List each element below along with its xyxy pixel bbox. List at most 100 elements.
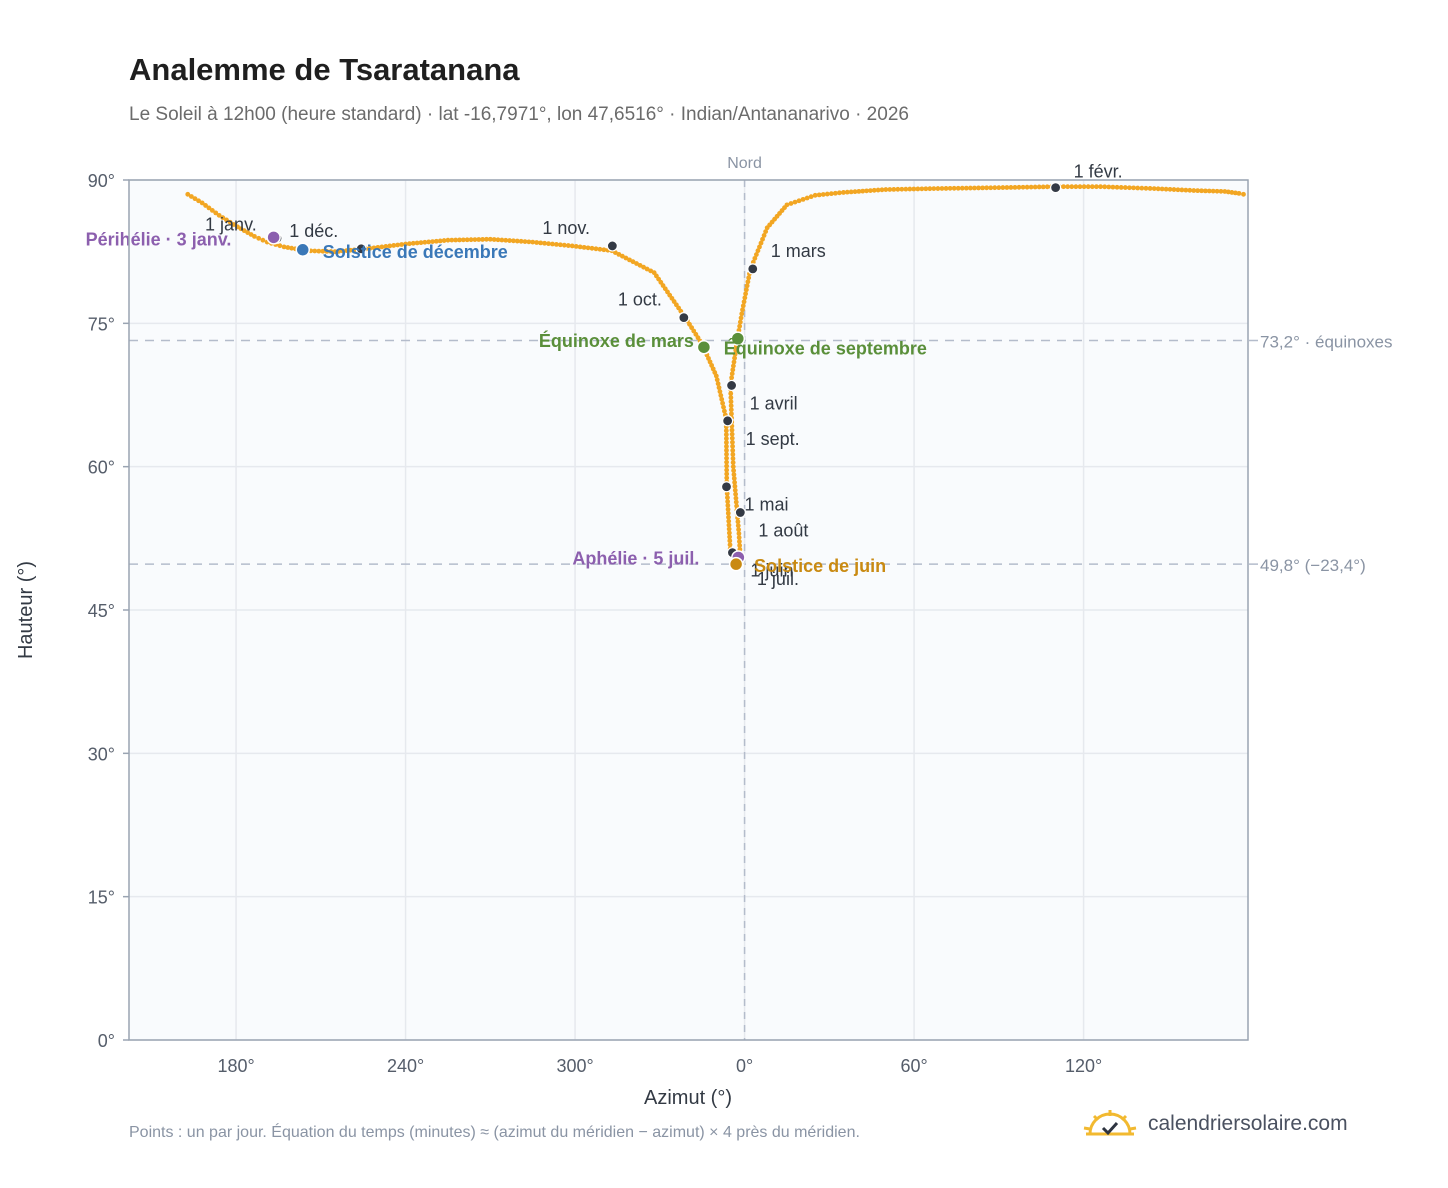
curve-dot [727, 534, 732, 540]
event-label: Périhélie · 3 janv. [86, 229, 232, 249]
curve-dot [724, 463, 730, 469]
curve-dot [724, 440, 729, 445]
curve-dot [848, 189, 854, 195]
curve-dot [742, 295, 748, 301]
north-label: Nord [727, 155, 762, 172]
curve-dot [445, 237, 451, 243]
curve-dot [379, 244, 385, 250]
curve-dot [984, 185, 990, 191]
curve-dot [518, 238, 524, 244]
curve-dot [511, 238, 516, 244]
curve-dot [730, 363, 736, 369]
curve-dot [732, 483, 738, 489]
curve-dot [725, 503, 731, 508]
curve-dot [281, 244, 287, 250]
curve-dot [1085, 184, 1091, 190]
curve-dot [619, 253, 625, 259]
curve-dot [752, 255, 758, 261]
curve-dot [725, 506, 731, 512]
curve-dot [589, 245, 595, 251]
curve-dot [812, 192, 818, 198]
curve-dot [627, 257, 632, 263]
curve-dot [507, 238, 512, 243]
curve-dot [714, 377, 720, 383]
curve-dot [887, 187, 893, 192]
curve-dot [312, 248, 318, 254]
curve-dot [939, 186, 945, 191]
curve-dot [923, 186, 929, 192]
month-point [355, 243, 367, 255]
curve-dot [418, 240, 424, 246]
curve-dot [1210, 188, 1216, 194]
curve-dot [726, 514, 731, 520]
curve-dot [891, 186, 897, 192]
event-point [266, 230, 281, 245]
curve-dot [722, 408, 727, 414]
curve-dot [1127, 185, 1132, 191]
curve-dot [883, 187, 889, 192]
curve-dot [550, 241, 555, 247]
event-point [295, 242, 310, 258]
curve-dot [188, 194, 194, 199]
curve-dot [530, 239, 536, 245]
curve-dot [837, 190, 842, 196]
curve-dot [460, 237, 466, 243]
curve-dot [864, 188, 869, 194]
curve-dot [903, 186, 909, 192]
month-label: 1 juil. [757, 569, 799, 589]
curve-dot [332, 249, 338, 255]
curve-dot [231, 222, 237, 227]
curve-dot [757, 244, 762, 250]
curve-dot [196, 198, 201, 204]
curve-dot [804, 195, 810, 201]
curve-dot [724, 451, 729, 457]
curve-dot [565, 243, 571, 248]
curve-dot [745, 279, 751, 285]
curve-dot [320, 248, 326, 254]
curve-dot [732, 487, 738, 493]
curve-dot [744, 283, 750, 289]
event-point [696, 339, 712, 355]
curve-dot [637, 262, 643, 268]
curve-dot [209, 207, 215, 213]
curve-dot [1218, 188, 1224, 194]
curve-dot [955, 185, 961, 191]
curve-dot [844, 189, 850, 195]
curve-dot [1175, 187, 1181, 193]
curve-dot [344, 248, 349, 253]
y-tick-label: 75° [88, 314, 115, 334]
curve-dot [731, 472, 737, 477]
reference-lines: Nord 73,2° · équinoxes 49,8° (−23,4°) [129, 155, 1393, 1040]
curve-dot [641, 264, 646, 270]
curve-dot [1004, 185, 1010, 190]
curve-dot [601, 247, 607, 253]
curve-dot [733, 347, 739, 353]
curve-dot [899, 186, 905, 192]
curve-dot [1139, 185, 1145, 191]
curve-dot [729, 427, 735, 433]
curve-dot [727, 538, 733, 544]
curve-dot [972, 185, 977, 191]
curve-dot [1199, 188, 1204, 194]
curve-dot [730, 452, 736, 457]
curve-dot [879, 187, 885, 193]
curve-dot [907, 186, 913, 192]
x-tick-label: 300° [556, 1056, 593, 1076]
curve-dot [464, 237, 470, 243]
curve-dot [206, 205, 212, 211]
curve-dot [1036, 184, 1042, 190]
curve-dot [730, 439, 735, 445]
curve-dot [951, 185, 957, 191]
curve-dot [472, 237, 478, 242]
curve-dot [875, 187, 881, 193]
curve-dot [860, 188, 866, 194]
brand[interactable]: calendriersolaire.com [1082, 1104, 1348, 1144]
month-label: 1 oct. [618, 290, 662, 310]
curve-dot [634, 261, 639, 266]
curve-dot [597, 246, 603, 252]
curve-dot [554, 242, 559, 247]
curve-dot [561, 242, 567, 248]
curve-dot [915, 186, 921, 192]
curve-dot [729, 375, 735, 381]
